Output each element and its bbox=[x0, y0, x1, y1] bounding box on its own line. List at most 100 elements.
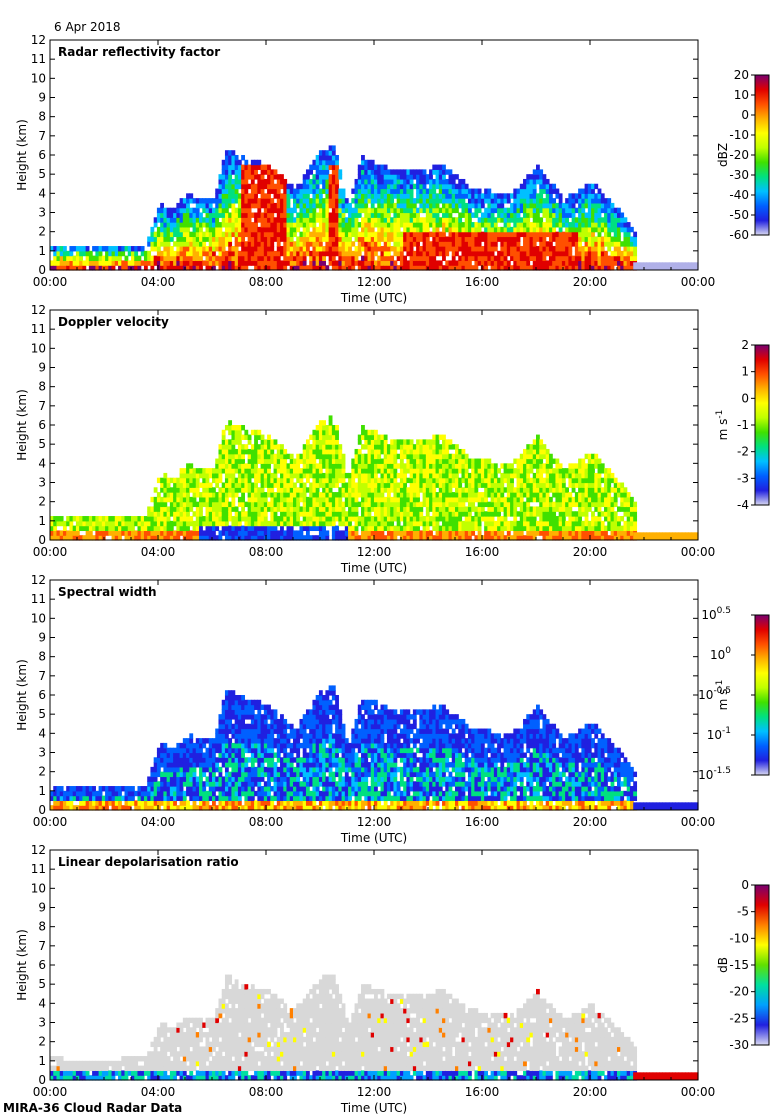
field-cell bbox=[322, 164, 326, 170]
field-cell bbox=[445, 222, 450, 228]
field-cell bbox=[273, 265, 278, 271]
field-cell bbox=[221, 444, 226, 450]
field-cell bbox=[231, 535, 236, 541]
field-cell bbox=[529, 183, 534, 190]
field-cell bbox=[166, 511, 171, 517]
field-cell bbox=[173, 226, 177, 233]
field-cell bbox=[322, 501, 326, 508]
field-cell bbox=[286, 468, 291, 474]
field-cell bbox=[555, 222, 560, 228]
field-cell bbox=[179, 520, 184, 527]
field-cell bbox=[403, 169, 407, 175]
field-cell bbox=[672, 262, 676, 270]
field-cell bbox=[429, 178, 433, 185]
field-cell bbox=[267, 246, 271, 252]
field-cell bbox=[218, 183, 223, 190]
field-cell bbox=[571, 212, 576, 218]
field-cell bbox=[425, 174, 430, 180]
field-cell bbox=[464, 472, 469, 479]
field-cell bbox=[166, 255, 171, 262]
field-cell bbox=[212, 231, 216, 238]
field-cell bbox=[244, 444, 249, 450]
field-cell bbox=[448, 520, 453, 527]
field-cell bbox=[315, 250, 320, 257]
field-cell bbox=[228, 236, 233, 242]
field-cell bbox=[221, 250, 226, 257]
field-cell bbox=[377, 212, 382, 218]
field-cell bbox=[370, 468, 375, 474]
field-cell bbox=[260, 217, 265, 223]
field-cell bbox=[386, 492, 391, 498]
field-cell bbox=[374, 250, 378, 257]
field-cell bbox=[429, 255, 433, 262]
field-cell bbox=[299, 255, 304, 262]
field-cell bbox=[594, 226, 599, 233]
field-cell bbox=[403, 482, 407, 488]
field-cell bbox=[409, 222, 414, 228]
field-cell bbox=[377, 477, 382, 484]
field-cell bbox=[173, 535, 177, 541]
field-cell bbox=[448, 463, 453, 469]
field-cell bbox=[267, 444, 271, 450]
field-cell bbox=[257, 492, 262, 498]
field-cell bbox=[607, 255, 612, 262]
field-cell bbox=[244, 188, 249, 194]
field-cell bbox=[267, 477, 271, 484]
field-cell bbox=[461, 178, 466, 185]
field-cell bbox=[293, 472, 297, 479]
field-cell bbox=[273, 255, 278, 262]
field-cell bbox=[69, 516, 74, 522]
field-cell bbox=[370, 164, 375, 170]
field-cell bbox=[445, 492, 450, 498]
field-cell bbox=[451, 458, 456, 464]
field-cell bbox=[412, 453, 417, 460]
field-cell bbox=[351, 511, 356, 517]
field-cell bbox=[425, 530, 430, 536]
field-cell bbox=[267, 535, 271, 541]
field-cell bbox=[406, 530, 411, 536]
field-cell bbox=[338, 477, 343, 484]
field-cell bbox=[455, 487, 459, 493]
field-cell bbox=[594, 193, 599, 199]
field-cell bbox=[79, 265, 83, 271]
field-cell bbox=[390, 530, 395, 536]
field-cell bbox=[510, 525, 514, 532]
field-cell bbox=[412, 458, 417, 464]
field-cell bbox=[461, 231, 466, 238]
field-cell bbox=[72, 260, 77, 266]
field-cell bbox=[357, 174, 362, 180]
field-cell bbox=[250, 193, 255, 199]
field-cell bbox=[370, 188, 375, 194]
field-cell bbox=[312, 255, 317, 262]
field-cell bbox=[445, 453, 450, 460]
field-cell bbox=[101, 516, 106, 522]
field-cell bbox=[244, 231, 249, 238]
field-cell bbox=[244, 448, 249, 455]
field-cell bbox=[315, 506, 320, 512]
field-cell bbox=[361, 453, 365, 460]
field-cell bbox=[221, 178, 226, 185]
field-cell bbox=[322, 265, 326, 271]
field-cell bbox=[380, 188, 385, 194]
field-cell bbox=[260, 193, 265, 199]
field-cell bbox=[354, 463, 359, 469]
field-cell bbox=[270, 530, 275, 536]
field-cell bbox=[267, 453, 271, 460]
field-cell bbox=[451, 496, 456, 503]
field-cell bbox=[419, 250, 424, 257]
field-cell bbox=[179, 511, 184, 517]
field-cell bbox=[445, 525, 450, 532]
field-cell bbox=[464, 226, 469, 233]
field-cell bbox=[318, 439, 323, 445]
field-cell bbox=[53, 246, 58, 252]
field-cell bbox=[464, 458, 469, 464]
field-cell bbox=[231, 188, 236, 194]
field-cell bbox=[416, 207, 420, 214]
field-cell bbox=[280, 246, 284, 252]
field-cell bbox=[257, 241, 262, 247]
field-cell bbox=[633, 241, 638, 247]
field-cell bbox=[578, 198, 582, 204]
field-cell bbox=[513, 250, 518, 257]
field-cell bbox=[497, 202, 501, 209]
field-cell bbox=[568, 207, 573, 214]
